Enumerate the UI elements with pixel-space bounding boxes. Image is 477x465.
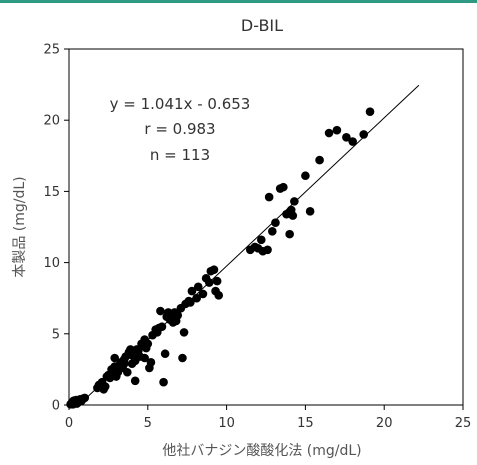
data-point [209, 265, 219, 275]
data-point [365, 107, 375, 116]
data-point [359, 130, 369, 139]
y-tick-label: 0 [52, 399, 60, 414]
data-point [178, 353, 187, 363]
data-point [146, 357, 156, 367]
x-axis-label: 他社バナジン酸酸化法 (mg/dL) [162, 443, 361, 459]
data-point [80, 393, 90, 403]
data-point [187, 286, 197, 296]
data-point [332, 125, 342, 135]
data-point [301, 171, 310, 181]
data-point [214, 291, 224, 300]
data-point [264, 192, 274, 202]
y-tick-label: 15 [43, 185, 60, 200]
data-point [288, 211, 298, 220]
data-point [171, 316, 181, 326]
plot-area-frame [68, 48, 464, 406]
data-point [160, 349, 170, 359]
y-tick-label: 5 [52, 327, 60, 342]
data-point [127, 350, 137, 360]
data-point [305, 207, 315, 216]
data-point [140, 335, 149, 344]
y-tick-label: 10 [43, 256, 60, 271]
data-point [201, 273, 211, 283]
data-points [66, 107, 375, 409]
data-point [212, 276, 222, 286]
data-point [102, 372, 112, 381]
x-tick-label: 20 [376, 416, 393, 431]
data-point [348, 137, 357, 146]
chart-title: D-BIL [241, 16, 283, 35]
data-point [342, 132, 351, 142]
x-tick-label: 10 [218, 416, 235, 431]
data-point [186, 298, 195, 307]
y-tick-label: 20 [43, 114, 60, 129]
data-point [111, 372, 121, 381]
data-point [110, 362, 120, 371]
data-point [179, 328, 189, 337]
data-point [192, 293, 201, 303]
data-point [193, 282, 203, 292]
data-point [271, 218, 280, 228]
y-axis-ticks: 0 5 10 15 20 25 [43, 43, 69, 414]
data-point [134, 346, 143, 356]
data-point [94, 380, 104, 390]
y-axis-label: 本製品 (mg/dL) [12, 176, 28, 277]
x-tick-label: 15 [297, 416, 314, 431]
data-point [110, 353, 120, 363]
data-point [268, 226, 277, 236]
r-annotation: r = 0.983 [144, 120, 215, 138]
data-point [154, 323, 164, 333]
data-point [285, 229, 294, 239]
x-tick-label: 0 [65, 416, 73, 431]
x-tick-label: 25 [455, 416, 472, 431]
top-accent-rule [0, 0, 477, 3]
data-point [123, 367, 132, 377]
equation-annotation: y = 1.041x - 0.653 [110, 95, 251, 113]
data-point [263, 245, 272, 255]
data-point [159, 377, 168, 387]
data-point [315, 155, 324, 165]
data-point [256, 235, 266, 245]
data-point [119, 359, 129, 369]
y-tick-label: 25 [43, 43, 60, 58]
data-point [324, 128, 334, 138]
data-point [156, 306, 165, 316]
data-point [130, 376, 140, 386]
data-point [198, 289, 208, 299]
data-point [140, 353, 149, 363]
x-tick-label: 5 [144, 416, 152, 431]
n-annotation: n = 113 [150, 146, 210, 164]
data-point [290, 197, 299, 206]
data-point [279, 182, 288, 192]
x-axis-ticks: 0 5 10 15 20 25 [65, 405, 471, 431]
